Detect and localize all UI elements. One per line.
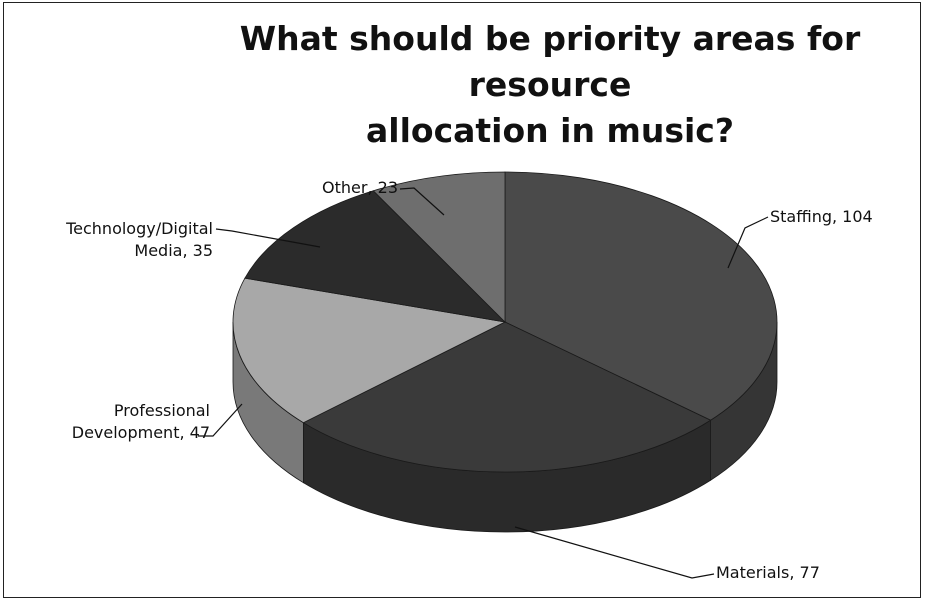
slice-label-other: Other, 23 [322,178,398,197]
pie-slices [233,172,777,472]
slice-label-line: Development, 47 [72,423,210,442]
slice-label-materials: Materials, 77 [716,563,820,582]
slice-label-line: Staffing, 104 [770,207,873,226]
slice-label-line: Materials, 77 [716,563,820,582]
slice-label-line: Other, 23 [322,178,398,197]
slice-label-line: Professional [114,401,210,420]
leader-line-materials [515,527,714,578]
slice-label-line: Technology/Digital [65,219,213,238]
slice-label-technology-digital-media: Technology/Digital Media, 35 [65,219,213,260]
slice-label-professional-development: Professional Development, 47 [72,401,210,442]
slice-label-staffing: Staffing, 104 [770,207,873,226]
slice-label-line: Media, 35 [134,241,213,260]
